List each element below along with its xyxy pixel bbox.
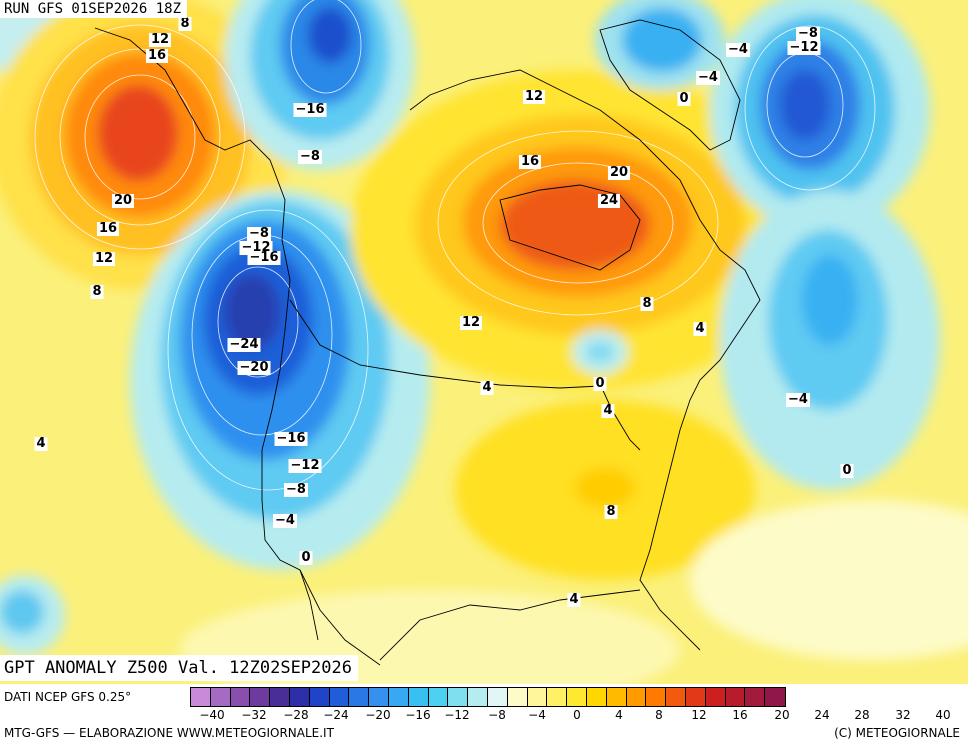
legend-tick: 20 (774, 708, 790, 722)
legend-swatch (606, 688, 627, 706)
contour-label: −12 (787, 40, 821, 55)
contour-label: 16 (96, 221, 120, 236)
contour-label: 16 (145, 48, 169, 63)
contour-label: −4 (273, 513, 297, 528)
color-scale (190, 687, 786, 707)
legend-tick: 28 (854, 708, 870, 722)
legend-swatch (468, 688, 488, 706)
legend-tick: 8 (655, 708, 663, 722)
contour-label: −16 (247, 250, 281, 265)
contour-label: −8 (247, 226, 271, 241)
data-source: DATI NCEP GFS 0.25° (4, 690, 132, 704)
legend-tick: −4 (528, 708, 546, 722)
copyright: (C) METEOGIORNALE (834, 726, 960, 740)
legend-tick: −24 (323, 708, 349, 722)
contour-label: 4 (567, 592, 581, 607)
contour-label: 12 (459, 315, 483, 330)
legend-swatch (428, 688, 449, 706)
legend-swatch (448, 688, 469, 706)
legend-swatch (646, 688, 667, 706)
legend-swatch (586, 688, 607, 706)
contour-label: −8 (796, 26, 820, 41)
legend-tick: 12 (691, 708, 707, 722)
legend-swatch (666, 688, 686, 706)
map-title: GPT ANOMALY Z500 Val. 12Z02SEP2026 (0, 655, 358, 681)
contour-label: 12 (92, 251, 116, 266)
contour-label: −24 (227, 337, 261, 352)
legend-swatch (289, 688, 310, 706)
legend-swatch (745, 688, 766, 706)
legend-swatch (349, 688, 370, 706)
run-label: RUN GFS 01SEP2026 18Z (0, 0, 188, 18)
contour-label: 0 (840, 463, 854, 478)
legend-tick: −40 (199, 708, 225, 722)
legend-tick: 16 (732, 708, 748, 722)
contour-label: 24 (597, 193, 621, 208)
legend-tick: 40 (935, 708, 951, 722)
legend-swatch (329, 688, 350, 706)
legend-tick: −32 (241, 708, 267, 722)
legend-tick: 24 (814, 708, 830, 722)
legend-swatch (626, 688, 647, 706)
legend-swatch (567, 688, 587, 706)
legend-swatch (527, 688, 548, 706)
contour-label: −16 (274, 431, 308, 446)
legend-swatch (408, 688, 429, 706)
contour-label: −8 (284, 482, 308, 497)
contour-label: 4 (34, 436, 48, 451)
contour-label: −4 (786, 392, 810, 407)
legend-swatch (685, 688, 706, 706)
legend-swatch (191, 688, 211, 706)
legend-swatch (705, 688, 726, 706)
legend-swatch (309, 688, 330, 706)
legend-swatch (487, 688, 508, 706)
legend-swatch (369, 688, 389, 706)
anomaly-map (0, 0, 968, 684)
contour-label: 8 (604, 504, 618, 519)
contour-label: −8 (298, 149, 322, 164)
legend-tick: −12 (444, 708, 470, 722)
contour-label: 20 (111, 193, 135, 208)
legend-tick: 32 (895, 708, 911, 722)
contour-label: 16 (518, 154, 542, 169)
legend-swatch (765, 688, 785, 706)
contour-label: 0 (677, 91, 691, 106)
legend-tick: −8 (488, 708, 506, 722)
credits: MTG-GFS — ELABORAZIONE WWW.METEOGIORNALE… (4, 726, 334, 740)
contour-label: 12 (522, 89, 546, 104)
legend-swatch (270, 688, 290, 706)
contour-label: 0 (593, 376, 607, 391)
contour-label: 8 (640, 296, 654, 311)
contour-label: 12 (148, 32, 172, 47)
contour-label: −4 (726, 42, 750, 57)
contour-label: 8 (178, 16, 192, 31)
legend-swatch (230, 688, 251, 706)
contour-label: −16 (293, 102, 327, 117)
legend-tick: −20 (365, 708, 391, 722)
contour-label: 4 (480, 380, 494, 395)
contour-label: 20 (607, 165, 631, 180)
contour-label: 0 (299, 550, 313, 565)
contour-label: −20 (237, 360, 271, 375)
contour-label: 4 (601, 403, 615, 418)
legend-tick: 4 (615, 708, 623, 722)
contour-label: 8 (90, 284, 104, 299)
legend-swatch (507, 688, 528, 706)
legend-tick: −16 (405, 708, 431, 722)
legend-swatch (547, 688, 568, 706)
contour-label: −4 (696, 70, 720, 85)
legend-tick: 0 (573, 708, 581, 722)
legend-swatch (388, 688, 409, 706)
legend-swatch (250, 688, 271, 706)
legend-swatch (725, 688, 746, 706)
legend-swatch (210, 688, 231, 706)
legend-tick: −28 (283, 708, 309, 722)
contour-label: −12 (288, 458, 322, 473)
contour-label: 4 (693, 321, 707, 336)
